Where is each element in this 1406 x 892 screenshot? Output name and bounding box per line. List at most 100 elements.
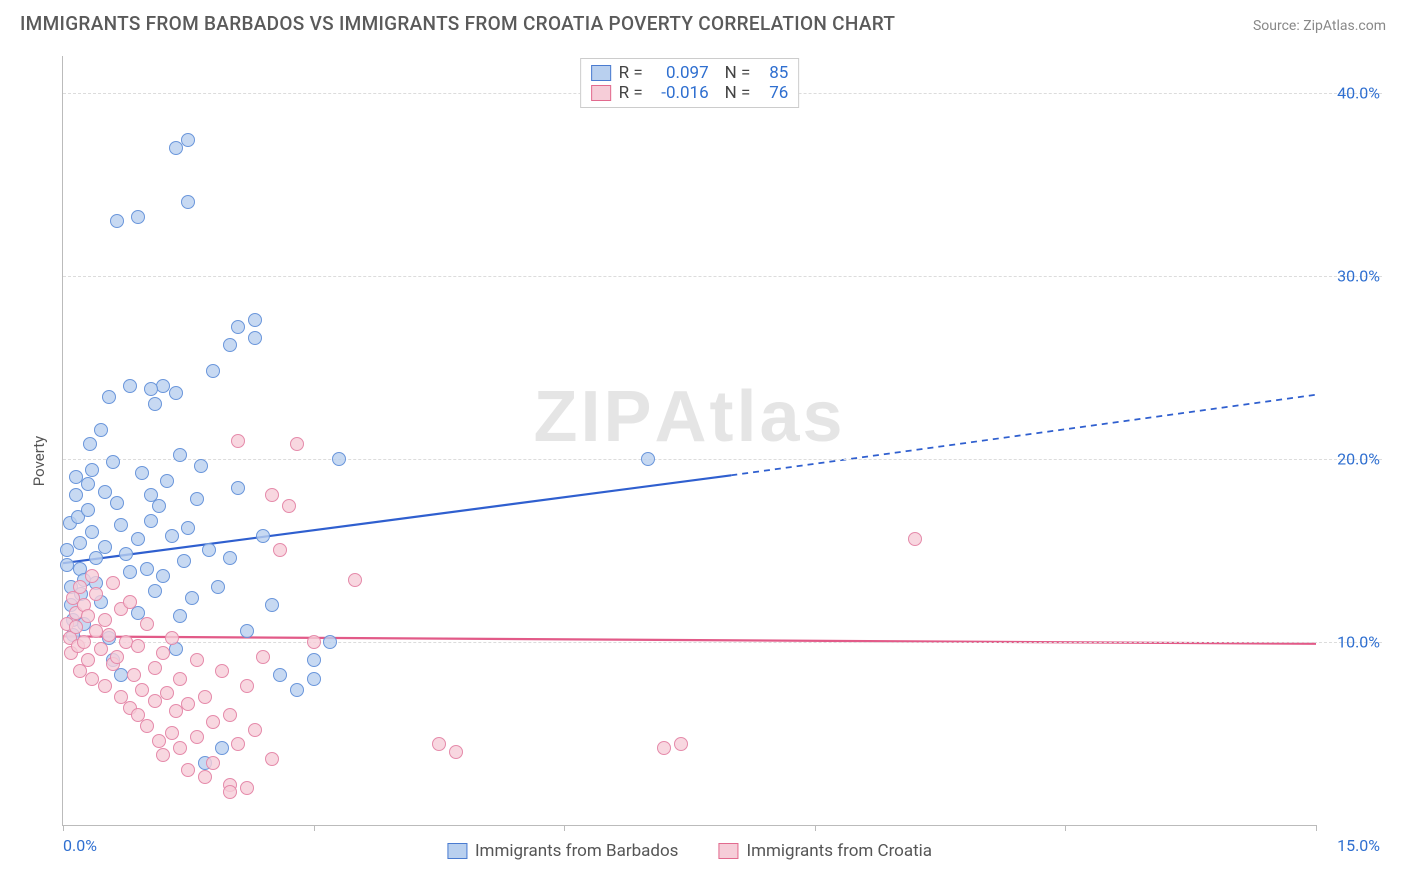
data-point-barbados [256, 529, 270, 543]
data-point-croatia [307, 635, 321, 649]
data-point-barbados [323, 635, 337, 649]
data-point-croatia [256, 650, 270, 664]
data-point-croatia [81, 609, 95, 623]
data-point-croatia [110, 650, 124, 664]
data-point-barbados [98, 540, 112, 554]
legend-item: Immigrants from Croatia [718, 841, 932, 861]
data-point-croatia [348, 573, 362, 587]
data-point-croatia [223, 708, 237, 722]
data-point-croatia [265, 752, 279, 766]
source-name: ZipAtlas.com [1303, 18, 1386, 34]
data-point-barbados [215, 741, 229, 755]
trendline-dashed-barbados [731, 395, 1316, 476]
stats-r-label: R = [619, 63, 643, 83]
data-point-croatia [131, 639, 145, 653]
x-tick [63, 825, 64, 831]
data-point-barbados [119, 547, 133, 561]
data-point-croatia [223, 785, 237, 799]
data-point-croatia [173, 741, 187, 755]
data-point-croatia [169, 704, 183, 718]
data-point-croatia [240, 679, 254, 693]
data-point-barbados [240, 624, 254, 638]
source-prefix: Source: [1253, 18, 1303, 34]
stats-row: R =-0.016N =76 [591, 83, 789, 103]
x-tick [564, 825, 565, 831]
data-point-barbados [265, 598, 279, 612]
data-point-barbados [123, 565, 137, 579]
legend-item: Immigrants from Barbados [447, 841, 679, 861]
data-point-croatia [231, 737, 245, 751]
chart-source: Source: ZipAtlas.com [1253, 18, 1386, 34]
data-point-croatia [273, 543, 287, 557]
data-point-barbados [223, 338, 237, 352]
chart-title: IMMIGRANTS FROM BARBADOS VS IMMIGRANTS F… [20, 12, 895, 35]
data-point-croatia [674, 737, 688, 751]
data-point-croatia [290, 437, 304, 451]
data-point-barbados [135, 466, 149, 480]
data-point-croatia [248, 723, 262, 737]
stats-n-label: N = [725, 63, 751, 83]
stats-n-value: 85 [758, 63, 788, 83]
data-point-croatia [69, 620, 83, 634]
data-point-croatia [156, 748, 170, 762]
data-point-croatia [77, 635, 91, 649]
data-point-barbados [148, 584, 162, 598]
data-point-barbados [641, 452, 655, 466]
data-point-croatia [231, 434, 245, 448]
legend-swatch [447, 843, 467, 859]
data-point-barbados [202, 543, 216, 557]
data-point-croatia [81, 653, 95, 667]
data-point-croatia [198, 690, 212, 704]
data-point-croatia [190, 653, 204, 667]
data-point-croatia [282, 499, 296, 513]
data-point-croatia [135, 683, 149, 697]
stats-swatch [591, 85, 611, 101]
data-point-croatia [73, 580, 87, 594]
data-point-barbados [194, 459, 208, 473]
data-point-barbados [160, 474, 174, 488]
data-point-croatia [123, 595, 137, 609]
data-point-barbados [110, 496, 124, 510]
x-tick [815, 825, 816, 831]
chart-header: IMMIGRANTS FROM BARBADOS VS IMMIGRANTS F… [0, 0, 1406, 41]
data-point-croatia [106, 576, 120, 590]
gridline-h [63, 276, 1382, 277]
data-point-barbados [173, 609, 187, 623]
data-point-barbados [73, 536, 87, 550]
data-point-croatia [98, 613, 112, 627]
data-point-barbados [81, 477, 95, 491]
data-point-barbados [290, 683, 304, 697]
y-tick-label: 30.0% [1322, 266, 1380, 285]
data-point-croatia [165, 631, 179, 645]
stats-r-value: -0.016 [651, 83, 709, 103]
x-tick-label: 15.0% [1337, 836, 1380, 855]
x-tick-label: 0.0% [63, 836, 97, 855]
data-point-barbados [69, 488, 83, 502]
data-point-barbados [144, 382, 158, 396]
data-point-barbados [185, 591, 199, 605]
data-point-barbados [98, 485, 112, 499]
legend-label: Immigrants from Barbados [475, 841, 679, 861]
data-point-croatia [152, 734, 166, 748]
data-point-barbados [223, 551, 237, 565]
data-point-croatia [140, 617, 154, 631]
data-point-barbados [248, 331, 262, 345]
data-point-barbados [106, 455, 120, 469]
trend-lines [63, 56, 1316, 825]
data-point-barbados [173, 448, 187, 462]
data-point-barbados [273, 668, 287, 682]
data-point-croatia [181, 763, 195, 777]
data-point-barbados [181, 521, 195, 535]
data-point-croatia [240, 781, 254, 795]
data-point-barbados [60, 543, 74, 557]
stats-row: R = 0.097 N = 85 [591, 63, 789, 83]
watermark-atlas: Atlas [654, 377, 845, 457]
trendline-barbados [63, 475, 731, 563]
stats-r-value: 0.097 [651, 63, 709, 83]
data-point-barbados [231, 320, 245, 334]
data-point-barbados [144, 514, 158, 528]
data-point-barbados [332, 452, 346, 466]
data-point-barbados [114, 518, 128, 532]
data-point-barbados [206, 364, 220, 378]
data-point-barbados [248, 313, 262, 327]
